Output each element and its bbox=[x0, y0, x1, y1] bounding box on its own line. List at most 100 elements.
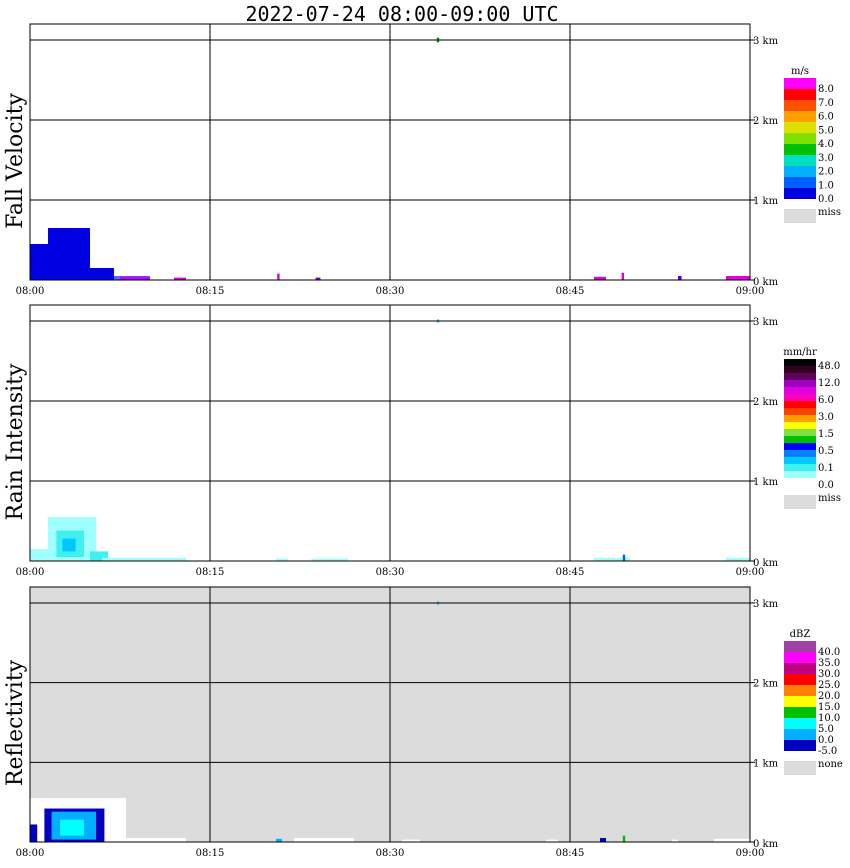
rain-intensity-xtick-label-0: 08:00 bbox=[16, 567, 45, 578]
rain-intensity-colorbar-swatch-16 bbox=[784, 471, 816, 478]
rain-intensity-colorbar-swatch-17 bbox=[784, 478, 816, 485]
rain-intensity-data-cell-9 bbox=[594, 557, 630, 561]
fall-velocity-colorbar-miss-swatch bbox=[784, 209, 816, 223]
fall-velocity-xtick-label-1: 08:15 bbox=[196, 286, 225, 297]
panel-rain-intensity: Rain Intensity 08:00 08:15 08:30 08:45 09:00… bbox=[3, 304, 841, 578]
rain-intensity-colorbar-swatch-10 bbox=[784, 429, 816, 436]
figure-title: 2022-07-24 08:00-09:00 UTC bbox=[245, 2, 558, 26]
rain-intensity-data-cell-10 bbox=[622, 554, 626, 561]
fall-velocity-colorbar-swatch-8 bbox=[784, 166, 816, 177]
fall-velocity-colorbar-swatch-9 bbox=[784, 177, 816, 188]
fall-velocity-colorbar-swatch-7 bbox=[784, 155, 816, 166]
rain-intensity-ytick-label-2: 3 km bbox=[753, 317, 779, 328]
rain-intensity-colorbar-label-6: 12.0 bbox=[818, 378, 840, 389]
reflectivity-colorbar-label-1: 0.0 bbox=[818, 735, 834, 746]
rain-intensity-data-cell-11 bbox=[726, 557, 750, 561]
reflectivity-xtick-label-4: 09:00 bbox=[736, 848, 765, 859]
reflectivity-data-cell-7 bbox=[294, 838, 354, 842]
fall-velocity-ytick-label-1: 2 km bbox=[753, 116, 779, 127]
fall-velocity-ytick-label-0km: 0 km bbox=[753, 277, 779, 288]
rain-intensity-xtick-label-1: 08:15 bbox=[196, 567, 225, 578]
fall-velocity-data-cell-0 bbox=[30, 244, 48, 280]
rain-intensity-xtick-label-3: 08:45 bbox=[556, 567, 585, 578]
fall-velocity-colorbar-swatch-1 bbox=[784, 89, 816, 100]
reflectivity-colorbar-label-3: 10.0 bbox=[818, 713, 840, 724]
reflectivity-colorbar-label-9: 40.0 bbox=[818, 647, 840, 658]
reflectivity-colorbar-swatch-8 bbox=[784, 729, 816, 740]
panel-fall-velocity: Fall Velocity 08:00 08:15 08:30 08:45 09:00 1… bbox=[3, 23, 841, 297]
fall-velocity-data-cell-2 bbox=[90, 268, 114, 280]
rain-intensity-colorbar-label-3: 1.5 bbox=[818, 429, 834, 440]
fall-velocity-colorbar-swatch-4 bbox=[784, 122, 816, 133]
reflectivity-colorbar-label-8: 35.0 bbox=[818, 658, 840, 669]
fall-velocity-data-cell-12 bbox=[726, 276, 750, 280]
fall-velocity-data-cell-4 bbox=[120, 276, 150, 280]
reflectivity-frame bbox=[29, 586, 751, 843]
reflectivity-xtick-label-2: 08:30 bbox=[376, 848, 405, 859]
rain-intensity-ylabel: Rain Intensity bbox=[3, 363, 28, 520]
rain-intensity-colorbar-swatch-9 bbox=[784, 422, 816, 429]
reflectivity-data-cell-6 bbox=[276, 838, 282, 842]
fall-velocity-xtick-label-2: 08:30 bbox=[376, 286, 405, 297]
fall-velocity-colorbar-swatch-2 bbox=[784, 100, 816, 111]
reflectivity-colorbar-swatch-3 bbox=[784, 674, 816, 685]
rain-intensity-ytick-label-1: 2 km bbox=[753, 397, 779, 408]
rain-intensity-data-cell-5 bbox=[102, 557, 186, 561]
rain-intensity-colorbar-swatch-11 bbox=[784, 436, 816, 443]
rain-intensity-colorbar-swatch-6 bbox=[784, 401, 816, 408]
fall-velocity-data-cell-1 bbox=[48, 228, 90, 280]
reflectivity-colorbar-swatch-0 bbox=[784, 641, 816, 652]
reflectivity-colorbar-swatch-9 bbox=[784, 740, 816, 751]
fall-velocity-colorbar-miss-label: miss bbox=[818, 207, 841, 218]
fall-velocity-colorbar-unit: m/s bbox=[791, 66, 809, 77]
rain-intensity-colorbar-miss-label: miss bbox=[818, 493, 841, 504]
reflectivity-colorbar-miss-label: none bbox=[818, 759, 843, 770]
rain-intensity-colorbar-swatch-3 bbox=[784, 380, 816, 387]
rain-intensity-colorbar-unit: mm/hr bbox=[783, 347, 817, 358]
rain-intensity-ytick-label-0km: 0 km bbox=[753, 558, 779, 569]
reflectivity-data-cell-13 bbox=[672, 839, 678, 842]
fall-velocity-colorbar-label-1: 1.0 bbox=[818, 180, 834, 191]
reflectivity-colorbar-swatch-7 bbox=[784, 718, 816, 729]
fall-velocity-colorbar-swatch-6 bbox=[784, 144, 816, 155]
reflectivity-ytick-label-2: 3 km bbox=[753, 599, 779, 610]
fall-velocity-colorbar-swatch-10 bbox=[784, 188, 816, 199]
reflectivity-colorbar-label-7: 30.0 bbox=[818, 669, 840, 680]
fall-velocity-data-cell-10 bbox=[621, 272, 624, 280]
rain-intensity-colorbar-label-5: 6.0 bbox=[818, 395, 834, 406]
rain-intensity-data-cell-4 bbox=[90, 551, 108, 561]
reflectivity-colorbar-swatch-4 bbox=[784, 685, 816, 696]
rain-intensity-colorbar-miss-swatch bbox=[784, 495, 816, 509]
fall-velocity-xtick-label-0: 08:00 bbox=[16, 286, 45, 297]
reflectivity-colorbar-swatch-1 bbox=[784, 652, 816, 663]
fall-velocity-colorbar-label-6: 6.0 bbox=[818, 112, 834, 123]
reflectivity-colorbar-label-2: 5.0 bbox=[818, 724, 834, 735]
rain-intensity-data-cell-3 bbox=[62, 538, 76, 552]
reflectivity-colorbar-label-6: 25.0 bbox=[818, 680, 840, 691]
reflectivity-colorbar-label-5: 20.0 bbox=[818, 691, 840, 702]
fall-velocity-data-cell-7 bbox=[315, 277, 321, 280]
rain-intensity-xtick-label-4: 09:00 bbox=[736, 567, 765, 578]
rain-intensity-colorbar-label-0: 0.0 bbox=[818, 480, 834, 491]
fall-velocity-xtick-label-4: 09:00 bbox=[736, 286, 765, 297]
fall-velocity-colorbar-label-5: 5.0 bbox=[818, 125, 834, 136]
fall-velocity-xtick-label-3: 08:45 bbox=[556, 286, 585, 297]
rain-intensity-colorbar-label-1: 0.1 bbox=[818, 463, 834, 474]
fall-velocity-data-cell-5 bbox=[174, 277, 186, 280]
fall-velocity-colorbar-swatch-5 bbox=[784, 133, 816, 144]
fall-velocity-colorbar-label-2: 2.0 bbox=[818, 167, 834, 178]
fall-velocity-data-cell-6 bbox=[277, 273, 280, 280]
fall-velocity-colorbar-label-4: 4.0 bbox=[818, 139, 834, 150]
fall-velocity-colorbar-label-7: 7.0 bbox=[818, 98, 834, 109]
rain-intensity-colorbar-swatch-5 bbox=[784, 394, 816, 401]
rain-intensity-frame bbox=[29, 304, 751, 562]
reflectivity-ytick-label-0: 1 km bbox=[753, 758, 779, 769]
reflectivity-colorbar-swatch-2 bbox=[784, 663, 816, 674]
fall-velocity-ytick-label-2: 3 km bbox=[753, 36, 779, 47]
rain-intensity-colorbar-swatch-1 bbox=[784, 366, 816, 373]
reflectivity-data-cell-5 bbox=[60, 819, 84, 836]
fall-velocity-ytick-label-0: 1 km bbox=[753, 196, 779, 207]
rain-intensity-colorbar-label-7: 48.0 bbox=[818, 361, 840, 372]
reflectivity-ylabel: Reflectivity bbox=[3, 659, 28, 786]
fall-velocity-colorbar-label-8: 8.0 bbox=[818, 84, 834, 95]
